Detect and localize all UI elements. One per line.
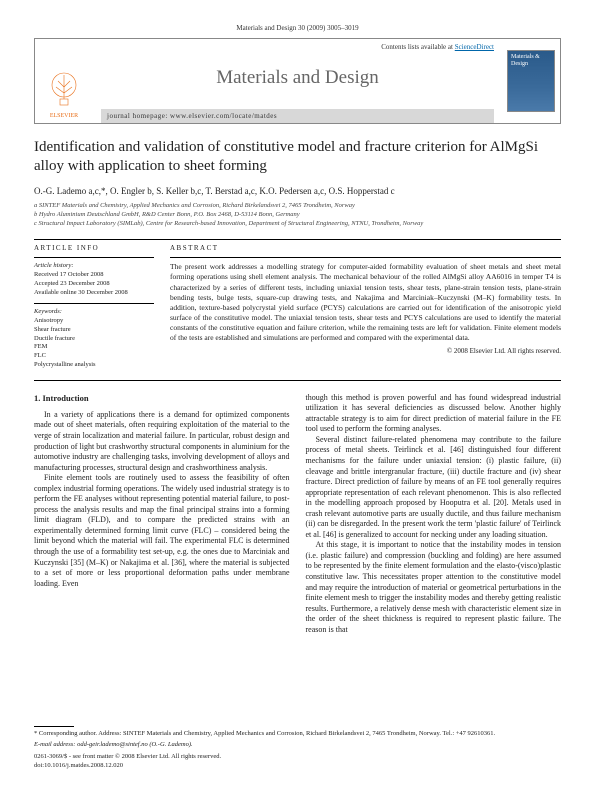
paragraph: Several distinct failure-related phenome… [306, 435, 562, 540]
paragraph: though this method is proven powerful an… [306, 393, 562, 435]
contents-available: Contents lists available at ScienceDirec… [101, 43, 494, 51]
accepted-date: Accepted 23 December 2008 [34, 280, 154, 289]
keyword: Ductile fracture [34, 335, 154, 344]
corresponding-author: * Corresponding author. Address: SINTEF … [34, 730, 561, 738]
article-info-heading: ARTICLE INFO [34, 244, 154, 253]
abstract-text: The present work addresses a modelling s… [170, 262, 561, 343]
section-title: 1. Introduction [34, 393, 290, 404]
affiliation-b: b Hydro Aluminium Deutschland GmbH, R&D … [34, 211, 561, 219]
divider-top [34, 239, 561, 240]
paragraph: At this stage, it is important to notice… [306, 540, 562, 635]
divider-kw [34, 303, 154, 304]
journal-header: ELSEVIER Contents lists available at Sci… [34, 38, 561, 124]
keyword: Polycrystalline analysis [34, 361, 154, 370]
column-right: though this method is proven powerful an… [306, 393, 562, 636]
header-center: Contents lists available at ScienceDirec… [93, 39, 502, 123]
keyword: Anisotropy [34, 317, 154, 326]
footer: * Corresponding author. Address: SINTEF … [34, 726, 561, 770]
paragraph: Finite element tools are routinely used … [34, 473, 290, 589]
citation-line: Materials and Design 30 (2009) 3005–3019 [34, 24, 561, 32]
footer-divider [34, 726, 74, 727]
publisher-logo: ELSEVIER [35, 39, 93, 123]
contents-prefix: Contents lists available at [381, 43, 455, 51]
publisher-name: ELSEVIER [50, 113, 78, 119]
keywords-heading: Keywords: [34, 308, 154, 317]
body-columns: 1. Introduction In a variety of applicat… [34, 393, 561, 636]
keyword: FLC [34, 352, 154, 361]
corresponding-email: E-mail address: odd-geir.lademo@sintef.n… [34, 741, 561, 749]
cover-title: Materials & Design [511, 54, 551, 67]
divider-info [34, 257, 154, 258]
elsevier-tree-icon [46, 71, 82, 111]
received-date: Received 17 October 2008 [34, 271, 154, 280]
keyword: Shear fracture [34, 326, 154, 335]
issn-line: 0261-3069/$ - see front matter © 2008 El… [34, 753, 561, 761]
author-list: O.-G. Lademo a,c,*, O. Engler b, S. Kell… [34, 186, 561, 196]
keyword: FEM [34, 343, 154, 352]
history-heading: Article history: [34, 262, 154, 271]
journal-title: Materials and Design [101, 67, 494, 89]
affiliation-c: c Structural Impact Laboratory (SIMLab),… [34, 220, 561, 228]
doi-line: doi:10.1016/j.matdes.2008.12.020 [34, 762, 561, 770]
article-info: ARTICLE INFO Article history: Received 1… [34, 244, 154, 376]
paragraph: In a variety of applications there is a … [34, 410, 290, 473]
abstract: ABSTRACT The present work addresses a mo… [170, 244, 561, 376]
divider-abs [170, 257, 561, 258]
cover-image: Materials & Design [507, 50, 555, 112]
meta-abstract-row: ARTICLE INFO Article history: Received 1… [34, 244, 561, 376]
cover-thumbnail: Materials & Design [502, 39, 560, 123]
divider-bottom [34, 380, 561, 381]
abstract-copyright: © 2008 Elsevier Ltd. All rights reserved… [170, 347, 561, 356]
affiliation-a: a SINTEF Materials and Chemistry, Applie… [34, 202, 561, 210]
column-left: 1. Introduction In a variety of applicat… [34, 393, 290, 636]
journal-homepage: journal homepage: www.elsevier.com/locat… [101, 109, 494, 123]
abstract-heading: ABSTRACT [170, 244, 561, 253]
online-date: Available online 30 December 2008 [34, 289, 154, 298]
article-title: Identification and validation of constit… [34, 138, 561, 176]
sciencedirect-link[interactable]: ScienceDirect [455, 43, 494, 51]
affiliations: a SINTEF Materials and Chemistry, Applie… [34, 202, 561, 229]
